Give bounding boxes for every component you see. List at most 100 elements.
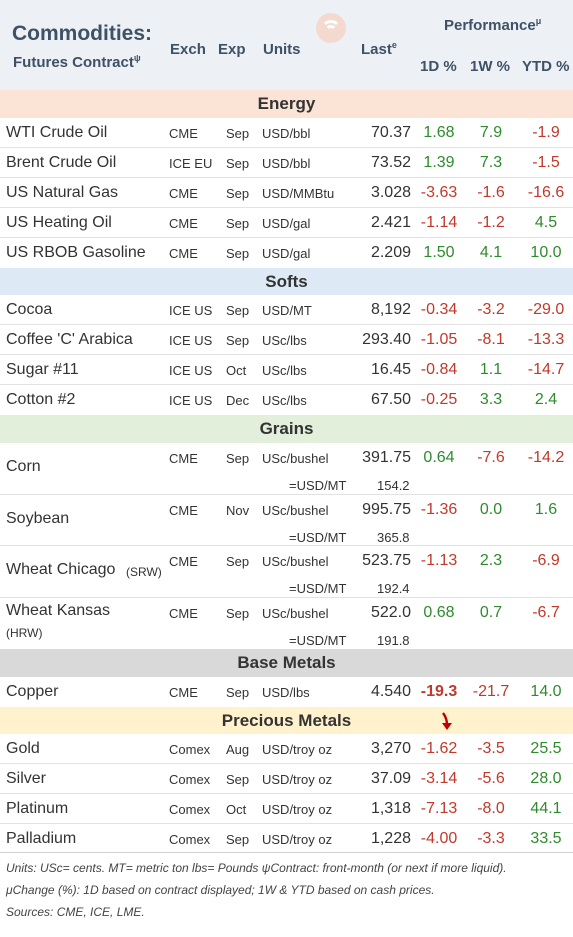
table-row: Platinum Comex Oct USD/troy oz 1,318 -7.13 -8.… [0,794,573,824]
table-row: US Heating Oil CME Sep USD/gal 2.421 -1.14 -1.… [0,208,573,238]
usd-mt-label: =USD/MT [289,478,347,493]
units: USD/bbl [262,156,311,171]
units: USD/troy oz [262,802,333,817]
change-1w: -21.7 [472,683,510,700]
last-price: 16.45 [370,361,411,378]
exchange: ICE US [169,303,213,318]
expiry: Sep [226,216,250,231]
units: USD/lbs [262,685,310,700]
change-1w: 7.9 [479,124,503,141]
expiry: Dec [226,393,250,408]
col-exch: Exch [170,41,206,58]
exchange: CME [169,554,198,569]
exchange: CME [169,451,198,466]
col-1w: 1W % [470,58,511,75]
expiry: Sep [226,333,250,348]
commodity-name: Copper [6,683,59,700]
change-1d: -1.13 [420,552,458,569]
table-row: Wheat Kansas (HRW) CME Sep USc/bushel 522.0 0.… [0,598,573,650]
last-price: 73.52 [370,154,411,171]
units: USc/bushel [262,451,329,466]
table-row: Soybean CME Nov USc/bushel 995.75 -1.36 0.0 1.6… [0,495,573,546]
change-ytd: 2.4 [534,391,558,408]
change-1w: 0.0 [479,500,503,518]
last-price: 67.50 [370,391,411,408]
footer-change-note: μChange (%): 1D based on contract displa… [6,883,435,897]
commodity-subname: (HRW) [6,625,43,640]
units: USD/troy oz [262,772,333,787]
change-1w: -1.6 [477,184,505,201]
table-row: Sugar #11 ICE US Oct USc/lbs 16.45 -0.84 1.1 -1… [0,355,573,385]
last-price: 3.028 [370,184,411,201]
col-1d: 1D % [420,58,457,75]
commodity-name: US Natural Gas [6,184,119,201]
last-price: 293.40 [362,331,411,348]
commodity-name: Gold [6,740,40,757]
table-subtitle: Futures Contractψ [13,53,141,72]
table-row: Palladium Comex Sep USD/troy oz 1,228 -4.00 -3… [0,824,573,854]
footer-divider [0,852,573,853]
change-ytd: 25.5 [530,740,562,757]
commodity-name: WTI Crude Oil [6,124,108,141]
last-price: 4.540 [370,683,411,700]
change-ytd: 14.0 [530,683,562,700]
last-price: 522.0 [370,603,411,621]
change-1w: -1.2 [477,214,505,231]
table-row: Coffee 'C' Arabica ICE US Sep USc/lbs 293.40… [0,325,573,355]
change-ytd: -1.9 [532,124,560,141]
change-1d: 1.68 [423,124,455,141]
exchange: ICE US [169,333,213,348]
expiry: Sep [226,605,250,621]
units: USD/gal [262,216,311,231]
units: USc/lbs [262,363,307,378]
footer-units: Units: USc= cents. MT= metric ton lbs= P… [6,861,507,875]
change-ytd: -6.7 [532,603,560,621]
change-1d: 1.50 [423,244,455,261]
usd-mt-value: 365.8 [377,529,410,545]
change-1d: -19.3 [420,683,458,700]
change-1d: -1.14 [420,214,458,231]
commodity-name: Brent Crude Oil [6,154,117,171]
exchange: CME [169,502,198,518]
expiry: Sep [226,451,250,466]
table-row: Silver Comex Sep USD/troy oz 37.09 -3.14 -5.6 2… [0,764,573,794]
units: USc/bushel [262,554,329,569]
change-1d: -0.34 [420,301,458,318]
section-band-softs: Softs [0,268,573,295]
change-ytd: -1.5 [532,154,560,171]
change-ytd: 44.1 [530,800,562,817]
commodity-name: Palladium [6,830,77,847]
table-row: Gold Comex Aug USD/troy oz 3,270 -1.62 -3.5 25.… [0,734,573,764]
commodity-name: US RBOB Gasoline [6,244,146,261]
units: USc/lbs [262,393,307,408]
usd-mt-value: 191.8 [377,632,410,648]
change-ytd: 10.0 [530,244,562,261]
col-units: Units [263,41,301,58]
change-1w: -8.1 [477,331,505,348]
change-1w: 3.3 [479,391,503,408]
units: USc/lbs [262,333,307,348]
change-ytd: -6.9 [532,552,560,569]
expiry: Sep [226,303,250,318]
change-ytd: 33.5 [530,830,562,847]
change-ytd: -14.7 [527,361,565,378]
usd-mt-value: 192.4 [377,581,410,596]
change-1d: -7.13 [420,800,458,817]
col-exp: Exp [218,41,246,58]
commodity-name: Corn [6,458,41,475]
expiry: Oct [226,363,247,378]
expiry: Sep [226,126,250,141]
col-ytd: YTD % [522,58,570,75]
expiry: Nov [226,502,250,518]
commodity-name: Wheat Chicago [6,561,116,578]
change-ytd: -16.6 [527,184,565,201]
usd-mt-value: 154.2 [377,478,410,493]
exchange: ICE US [169,363,213,378]
change-1w: 2.3 [479,552,503,569]
exchange: Comex [169,772,211,787]
change-ytd: 4.5 [534,214,558,231]
change-ytd: -13.3 [527,331,565,348]
expiry: Sep [226,832,250,847]
commodity-name: Cotton #2 [6,391,76,408]
commodity-name: US Heating Oil [6,214,112,231]
